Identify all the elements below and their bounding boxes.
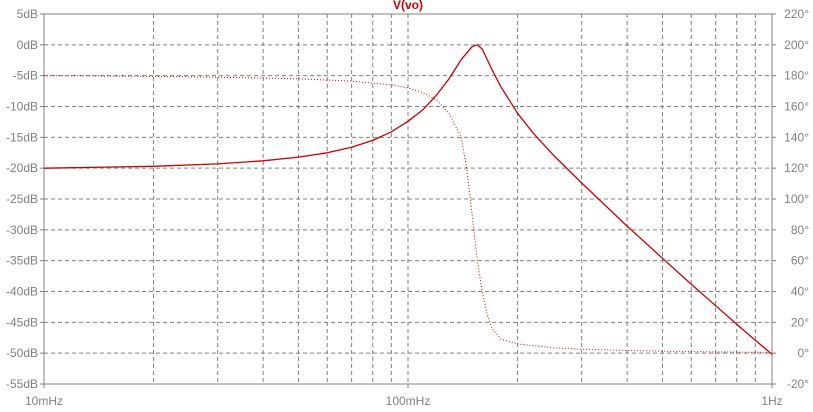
left-axis-ticks: 5dB 0dB -5dB -10dB -15dB -20dB -25dB -30dB -35dB… [6,7,44,391]
magnitude-series-line [43,44,773,355]
left-tick-label: -25dB [6,192,38,206]
left-tick-label: -5dB [13,69,38,83]
left-tick-label: -20dB [6,161,38,175]
right-tick-label: 0° [798,346,810,360]
right-tick-label: 80° [791,223,809,237]
right-tick-label: 220° [784,7,809,21]
left-tick-label: 5dB [17,7,38,21]
right-tick-label: 100° [784,192,809,206]
right-tick-label: 200° [784,38,809,52]
right-tick-label: 120° [784,161,809,175]
left-tick-label: 0dB [17,38,38,52]
right-tick-label: 40° [791,285,809,299]
left-tick-label: -40dB [6,285,38,299]
left-tick-label: -45dB [6,315,38,329]
right-tick-label: 160° [784,100,809,114]
left-tick-label: -15dB [6,130,38,144]
right-tick-label: 20° [791,315,809,329]
left-tick-label: -30dB [6,223,38,237]
x-tick-label: 10mHz [25,394,63,408]
grid-lines [44,14,772,384]
series-layer [43,44,773,355]
left-tick-label: -50dB [6,346,38,360]
right-tick-label: 180° [784,69,809,83]
left-tick-label: -35dB [6,254,38,268]
left-tick-label: -10dB [6,100,38,114]
chart-title: V(vo) [393,0,423,12]
left-tick-label: -55dB [6,377,38,391]
right-tick-label: 140° [784,130,809,144]
x-tick-label: 1Hz [761,394,782,408]
x-tick-label: 100mHz [386,394,431,408]
right-tick-label: 60° [791,254,809,268]
right-tick-label: -20° [787,377,809,391]
x-axis-ticks: 10mHz 100mHz 1Hz [25,384,783,408]
right-axis-ticks: 220° 200° 180° 160° 140° 120° 100° 80° 60° 40° 20°… [772,7,809,391]
